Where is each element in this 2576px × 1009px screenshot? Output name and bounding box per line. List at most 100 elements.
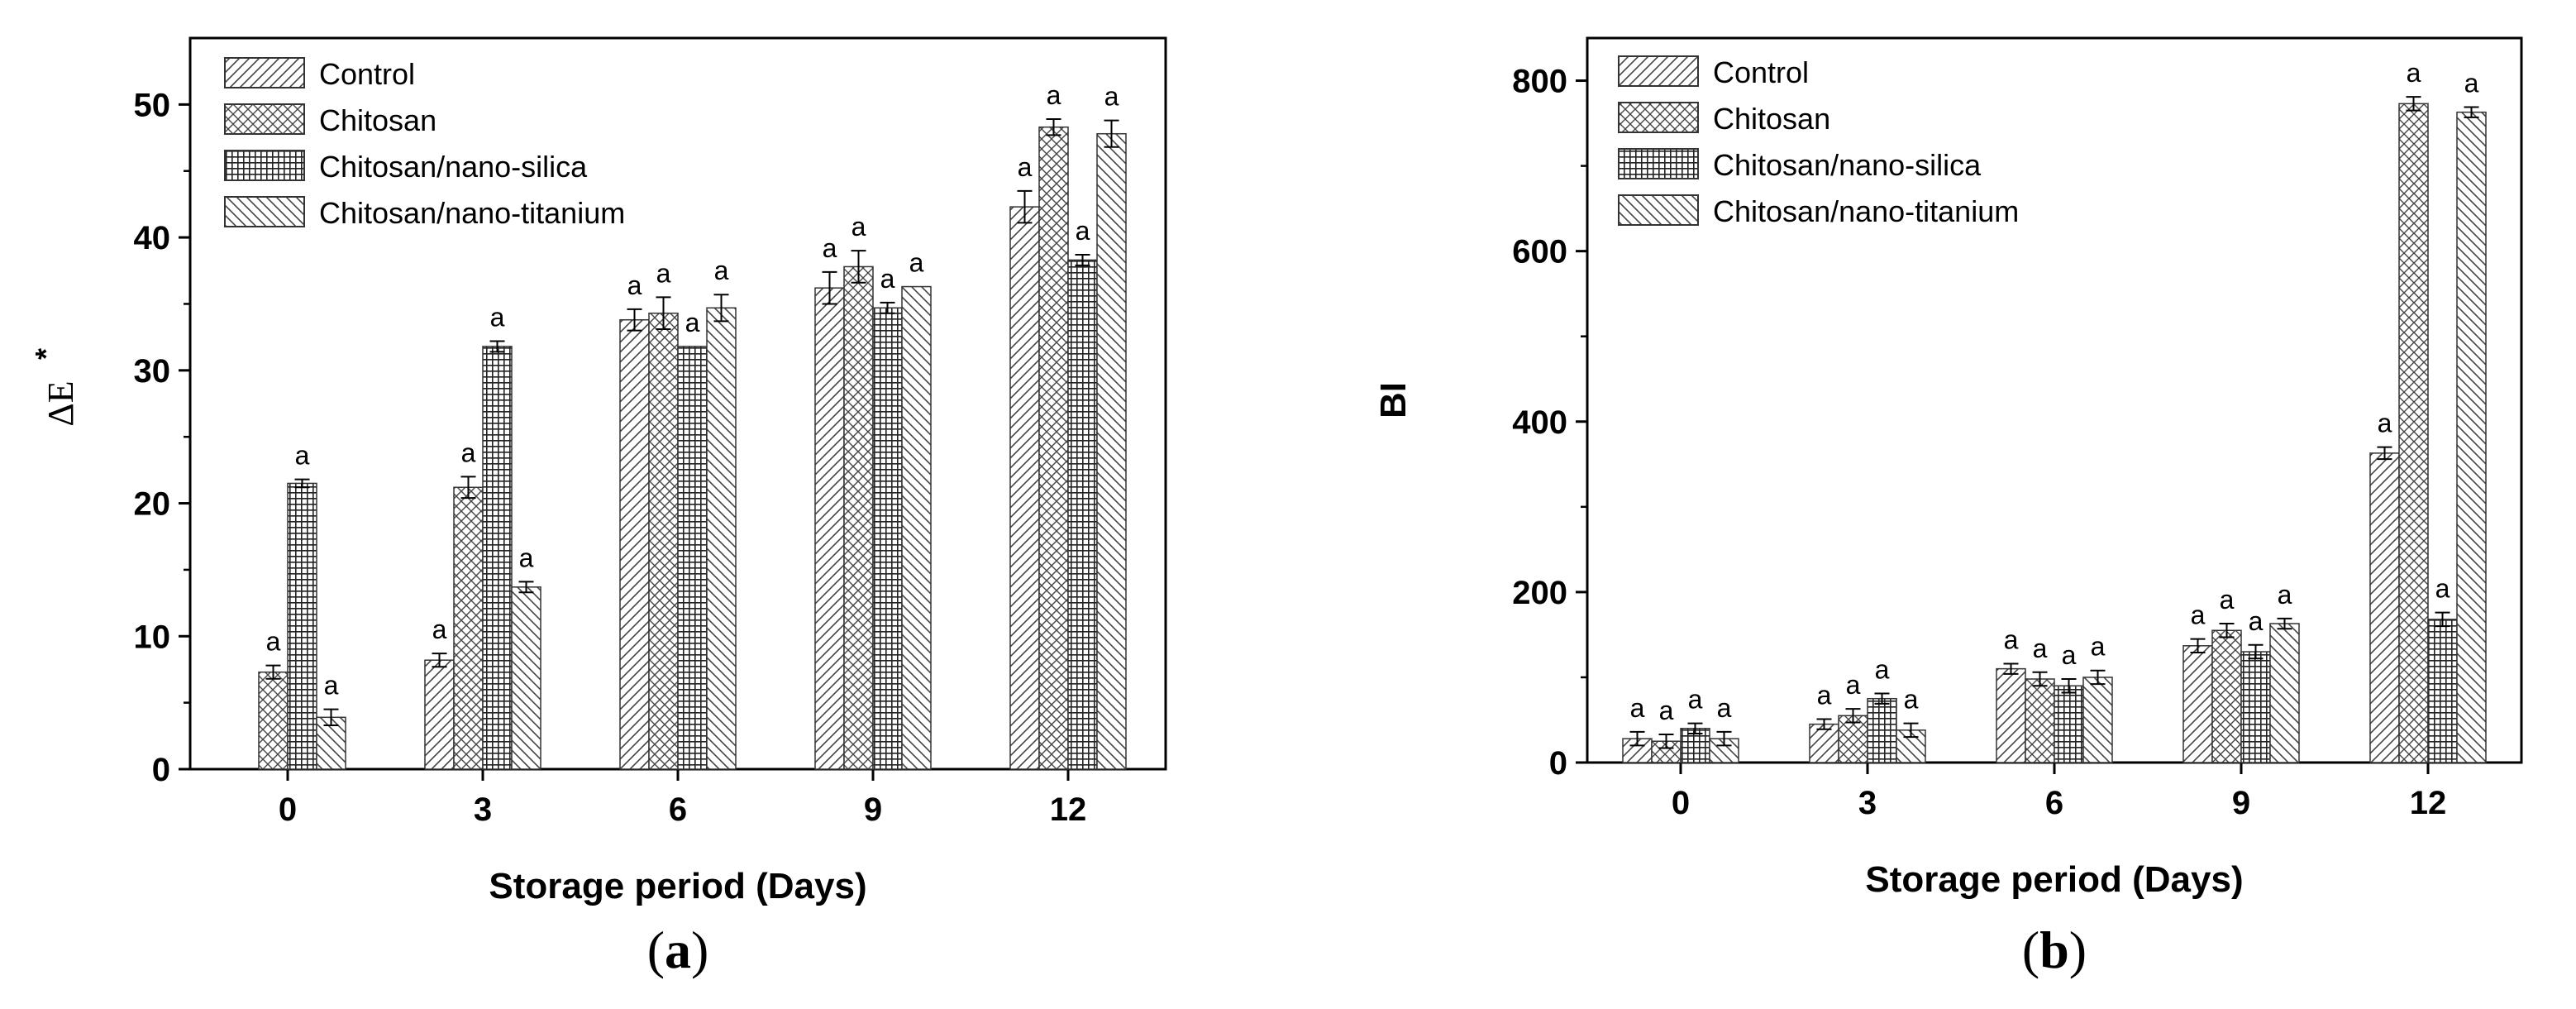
bar — [1867, 697, 1897, 763]
legend-label: Control — [1713, 55, 1809, 89]
y-tick-label: 0 — [152, 752, 170, 788]
y-tick-label: 10 — [134, 619, 171, 655]
y-tick-label: 600 — [1512, 234, 1567, 270]
significance-label: a — [519, 543, 534, 572]
significance-label: a — [324, 671, 339, 701]
x-tick-label: 0 — [1672, 785, 1690, 821]
y-tick-label: 800 — [1512, 64, 1567, 100]
significance-label: a — [2220, 585, 2235, 614]
bar — [511, 586, 541, 770]
significance-label: a — [432, 614, 447, 644]
significance-label: a — [2378, 409, 2392, 438]
significance-label: a — [1018, 152, 1033, 182]
bar — [1096, 132, 1127, 770]
significance-label: a — [2091, 632, 2106, 662]
bar — [2211, 629, 2242, 763]
bar — [453, 486, 484, 770]
bar — [2240, 651, 2271, 763]
significance-label: a — [1630, 693, 1645, 723]
x-tick-label: 3 — [1858, 785, 1877, 821]
panel-label: (a) — [647, 921, 709, 979]
y-axis-title-text: ΔE — [41, 380, 81, 426]
x-tick-label: 12 — [2410, 785, 2447, 821]
legend-swatch — [1618, 194, 1699, 226]
significance-label: a — [490, 302, 505, 332]
y-tick-label: 20 — [134, 486, 171, 523]
significance-label: a — [880, 264, 895, 294]
y-tick-label: 40 — [134, 220, 171, 256]
bar — [1996, 667, 2026, 763]
significance-label: a — [1076, 216, 1090, 246]
legend-label: Chitosan/nano-titanium — [319, 196, 625, 230]
y-axis-title-superscript: * — [29, 348, 63, 360]
bar — [619, 318, 650, 770]
x-tick-label: 6 — [2045, 785, 2063, 821]
bar — [482, 346, 513, 770]
significance-label: a — [2464, 68, 2479, 98]
x-tick-label: 9 — [864, 791, 882, 828]
bar — [1038, 126, 1069, 770]
bar — [2456, 111, 2487, 763]
significance-label: a — [2004, 624, 2019, 654]
significance-label: a — [1846, 670, 1861, 700]
y-tick-label: 400 — [1512, 404, 1567, 441]
bar — [901, 285, 932, 770]
bar — [2269, 623, 2300, 763]
significance-label: a — [1688, 685, 1703, 715]
significance-label: a — [461, 438, 476, 467]
significance-label: a — [2435, 574, 2450, 604]
x-tick-label: 9 — [2232, 785, 2250, 821]
bar — [2369, 452, 2400, 763]
significance-label: a — [823, 233, 837, 263]
legend-swatch — [224, 150, 305, 181]
bar — [1009, 206, 1040, 770]
significance-label: a — [656, 258, 671, 288]
x-tick-label: 12 — [1050, 791, 1087, 828]
panel-label: (b) — [2022, 921, 2087, 979]
y-axis-title: ΔE * — [29, 348, 81, 427]
x-tick-label: 6 — [669, 791, 687, 828]
bar — [648, 312, 679, 770]
legend-swatch — [224, 57, 305, 88]
significance-label: a — [627, 270, 642, 300]
bar — [677, 346, 708, 770]
legend-swatch — [224, 196, 305, 227]
significance-label: a — [1659, 696, 1674, 725]
significance-label: a — [2191, 600, 2206, 630]
significance-label: a — [295, 441, 310, 471]
y-tick-label: 30 — [134, 353, 171, 390]
bar — [2182, 645, 2213, 763]
bar — [2025, 678, 2055, 763]
legend-label: Chitosan — [1713, 102, 1830, 136]
significance-label: a — [1875, 655, 1890, 685]
x-axis-title: Storage period (Days) — [489, 866, 866, 906]
bar — [843, 265, 874, 770]
y-tick-label: 50 — [134, 87, 171, 123]
significance-label: a — [2407, 58, 2421, 88]
significance-label: a — [1104, 82, 1119, 112]
significance-label: a — [909, 248, 924, 278]
bar — [706, 307, 737, 770]
significance-label: a — [714, 256, 729, 285]
bar — [287, 482, 317, 770]
significance-label: a — [2278, 580, 2292, 610]
bar — [258, 671, 289, 770]
significance-label: a — [1904, 685, 1919, 715]
legend-swatch — [224, 103, 305, 135]
significance-label: a — [266, 627, 281, 657]
legend-label: Chitosan/nano-titanium — [1713, 194, 2019, 228]
legend-label: Control — [319, 57, 415, 91]
x-tick-label: 3 — [474, 791, 492, 828]
y-axis-title: BI — [1373, 382, 1414, 418]
bar — [2427, 619, 2458, 763]
legend-label: Chitosan/nano-silica — [319, 150, 588, 184]
x-axis-title: Storage period (Days) — [1865, 859, 2243, 900]
bar — [2398, 103, 2429, 763]
legend-label: Chitosan — [319, 103, 436, 137]
legend-label: Chitosan/nano-silica — [1713, 148, 1982, 182]
x-tick-label: 0 — [279, 791, 297, 828]
bar — [424, 659, 455, 770]
bar — [814, 287, 845, 770]
